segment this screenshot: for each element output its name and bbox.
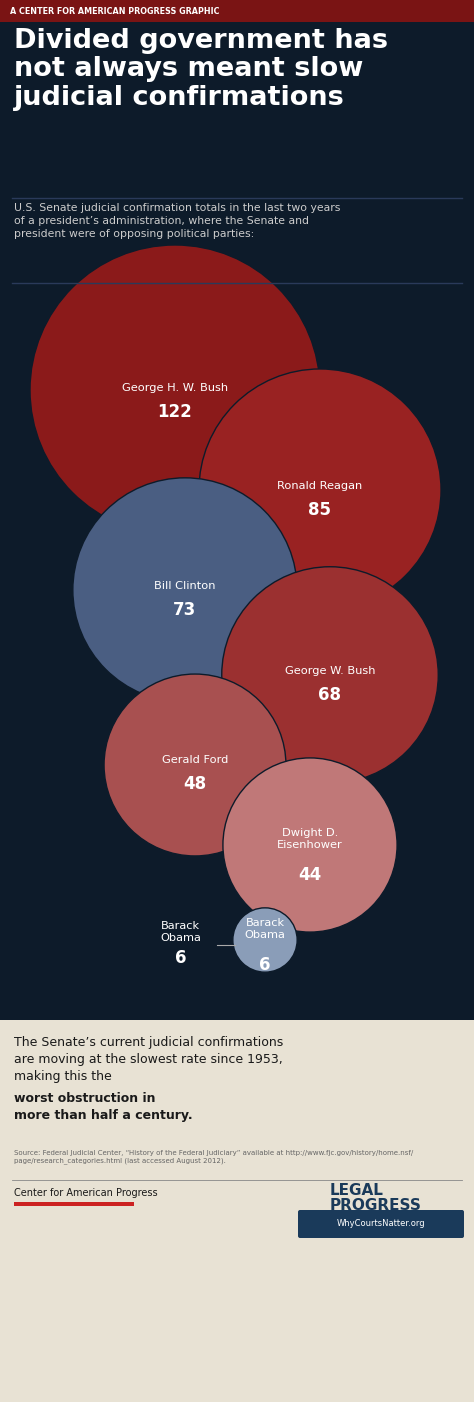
Circle shape	[30, 245, 320, 536]
Circle shape	[233, 908, 297, 972]
Circle shape	[73, 478, 297, 702]
Text: Source: Federal Judicial Center, “History of the Federal Judiciary” available at: Source: Federal Judicial Center, “Histor…	[14, 1150, 413, 1164]
Text: 73: 73	[173, 601, 197, 620]
Text: A CENTER FOR AMERICAN PROGRESS GRAPHIC: A CENTER FOR AMERICAN PROGRESS GRAPHIC	[10, 7, 219, 15]
Text: 48: 48	[183, 775, 207, 794]
Text: 85: 85	[309, 501, 331, 519]
Text: Barack
Obama: Barack Obama	[160, 921, 201, 942]
Text: Ronald Reagan: Ronald Reagan	[277, 481, 363, 491]
Text: worst obstruction in
more than half a century.: worst obstruction in more than half a ce…	[14, 1092, 192, 1122]
Circle shape	[104, 674, 286, 857]
Text: 44: 44	[298, 866, 322, 885]
Text: Divided government has
not always meant slow
judicial confirmations: Divided government has not always meant …	[14, 28, 388, 111]
Text: 68: 68	[319, 686, 341, 704]
Text: The Senate’s current judicial confirmations
are moving at the slowest rate since: The Senate’s current judicial confirmati…	[14, 1036, 283, 1082]
Bar	[0, 0, 474, 22]
Text: 6: 6	[175, 949, 187, 967]
Circle shape	[223, 758, 397, 932]
Text: 122: 122	[158, 402, 192, 421]
Text: George W. Bush: George W. Bush	[285, 666, 375, 676]
Text: George H. W. Bush: George H. W. Bush	[122, 383, 228, 393]
Circle shape	[199, 369, 441, 611]
Circle shape	[222, 566, 438, 784]
Text: Bill Clinton: Bill Clinton	[154, 580, 216, 592]
Text: LEGAL
PROGRESS: LEGAL PROGRESS	[330, 1183, 422, 1213]
Text: Dwight D.
Eisenhower: Dwight D. Eisenhower	[277, 829, 343, 850]
Bar	[0, 1021, 474, 1402]
Text: Barack
Obama: Barack Obama	[245, 918, 285, 939]
Text: Center for American Progress: Center for American Progress	[14, 1187, 158, 1197]
Bar	[14, 1202, 134, 1206]
Text: Gerald Ford: Gerald Ford	[162, 756, 228, 765]
Text: WhyCourtsNatter.org: WhyCourtsNatter.org	[337, 1220, 425, 1228]
FancyBboxPatch shape	[298, 1210, 464, 1238]
Text: U.S. Senate judicial confirmation totals in the last two years
of a president’s : U.S. Senate judicial confirmation totals…	[14, 203, 340, 240]
Text: 6: 6	[259, 956, 271, 974]
